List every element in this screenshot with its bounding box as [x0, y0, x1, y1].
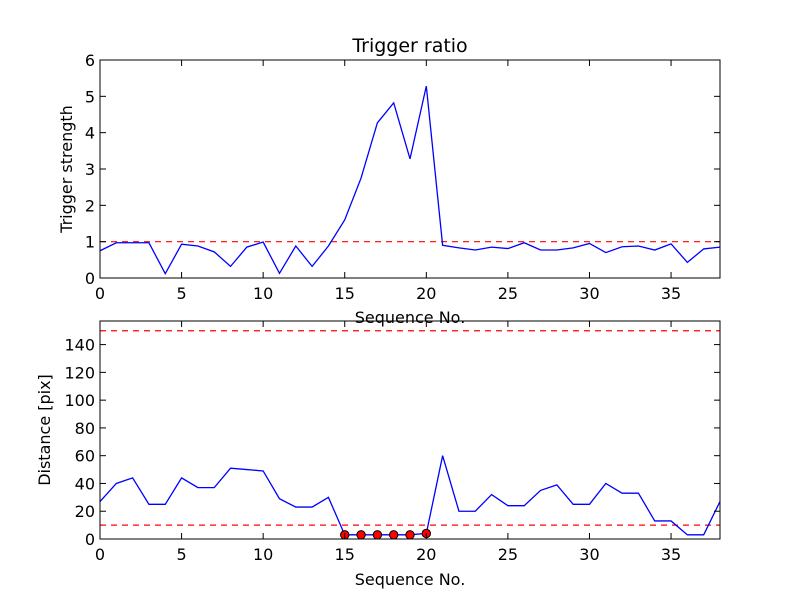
- x-tick-label: 35: [661, 284, 681, 303]
- y-tick-label: 2: [85, 196, 95, 215]
- y-tick-label: 1: [85, 233, 95, 252]
- y-tick-label: 120: [64, 363, 95, 382]
- x-tick-label: 0: [95, 545, 105, 564]
- trigger-ratio-plot: Trigger ratio Sequence No. Trigger stren…: [57, 35, 721, 327]
- x-tick-label: 20: [416, 545, 436, 564]
- y-tick-label: 0: [85, 269, 95, 288]
- x-tick-label: 5: [176, 545, 186, 564]
- y-axis-label-bottom: Distance [pix]: [35, 374, 54, 486]
- x-tick-label: 10: [253, 284, 273, 303]
- data-point-marker: [388, 530, 399, 540]
- x-tick-label: 5: [176, 284, 186, 303]
- y-tick-label: 0: [85, 530, 95, 549]
- y-tick-label: 40: [75, 474, 95, 493]
- y-tick-label: 80: [75, 419, 95, 438]
- y-tick-label: 4: [85, 124, 95, 143]
- y-tick-label: 5: [85, 87, 95, 106]
- x-tick-label: 20: [416, 284, 436, 303]
- x-tick-label: 15: [335, 545, 355, 564]
- y-tick-label: 60: [75, 447, 95, 466]
- x-tick-label: 30: [579, 284, 599, 303]
- data-point-marker: [372, 530, 383, 540]
- x-tick-label: 25: [498, 284, 518, 303]
- x-tick-label: 30: [579, 545, 599, 564]
- x-tick-label: 15: [335, 284, 355, 303]
- y-axis-label-top: Trigger strength: [57, 105, 76, 234]
- x-tick-label: 35: [661, 545, 681, 564]
- y-tick-label: 100: [64, 391, 95, 410]
- y-tick-label: 3: [85, 160, 95, 179]
- distance-plot: Sequence No. Distance [pix] 0 5 10 15 20 25 30…: [35, 320, 721, 589]
- data-point-marker: [356, 530, 366, 540]
- x-axis-label-bottom: Sequence No.: [355, 570, 466, 589]
- y-tick-label: 20: [75, 502, 95, 521]
- x-tick-label: 10: [253, 545, 273, 564]
- chart-title: Trigger ratio: [351, 35, 467, 57]
- data-point-marker: [405, 530, 415, 540]
- x-axis-label-top: Sequence No.: [355, 308, 466, 327]
- x-tick-label: 0: [95, 284, 105, 303]
- x-tick-label: 25: [498, 545, 518, 564]
- y-tick-label: 6: [85, 51, 95, 70]
- y-tick-label: 140: [64, 336, 95, 355]
- axes-frame: [99, 320, 721, 540]
- series-line: [99, 86, 721, 276]
